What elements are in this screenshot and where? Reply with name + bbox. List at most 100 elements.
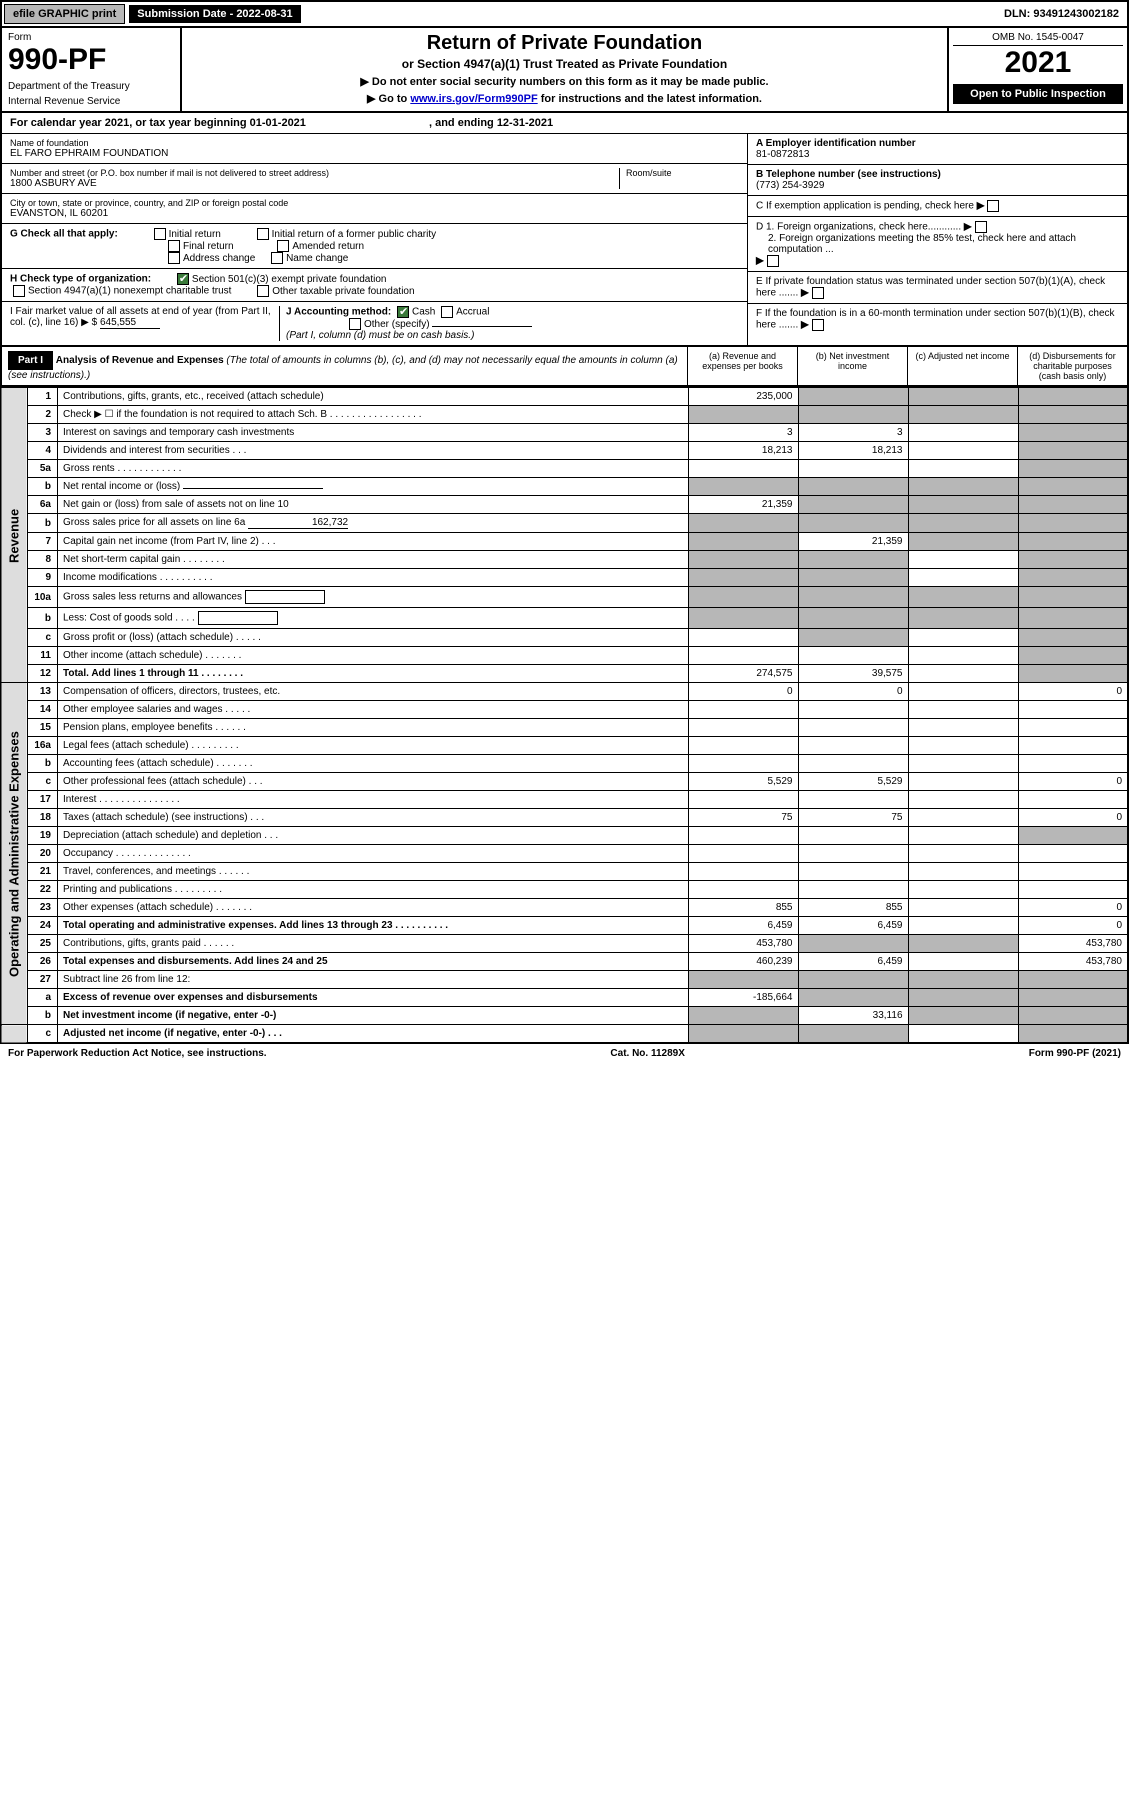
dept-label: Department of the Treasury <box>8 81 174 92</box>
row-label: Gross rents . . . . . . . . . . . . <box>58 460 689 478</box>
cell-a <box>688 608 798 629</box>
footer-left: For Paperwork Reduction Act Notice, see … <box>8 1048 267 1059</box>
table-row: 15Pension plans, employee benefits . . .… <box>1 719 1128 737</box>
accrual-checkbox[interactable] <box>441 306 453 318</box>
cell-c <box>908 1025 1018 1044</box>
row-label: Gross sales less returns and allowances <box>63 592 242 603</box>
cell-c <box>908 551 1018 569</box>
row-label: Depreciation (attach schedule) and deple… <box>58 827 689 845</box>
f-label: F If the foundation is in a 60-month ter… <box>756 308 1115 331</box>
cell-b: 18,213 <box>798 442 908 460</box>
cell-b: 75 <box>798 809 908 827</box>
other-method-checkbox[interactable] <box>349 318 361 330</box>
row-label: Occupancy . . . . . . . . . . . . . . <box>58 845 689 863</box>
row-num: b <box>28 478 58 496</box>
form-label: Form <box>8 32 174 43</box>
row-label: Net rental income or (loss) <box>63 481 183 492</box>
other-taxable-checkbox[interactable] <box>257 285 269 297</box>
foundation-name: EL FARO EPHRAIM FOUNDATION <box>10 148 739 159</box>
ein-value: 81-0872813 <box>756 149 809 160</box>
table-row: 25Contributions, gifts, grants paid . . … <box>1 935 1128 953</box>
cell-b <box>798 971 908 989</box>
foundation-name-cell: Name of foundation EL FARO EPHRAIM FOUND… <box>2 134 747 164</box>
e-checkbox[interactable] <box>812 287 824 299</box>
form-header-center: Return of Private Foundation or Section … <box>182 28 947 111</box>
other-method-field[interactable] <box>432 326 532 327</box>
note2-prefix: ▶ Go to <box>367 93 410 105</box>
cell-a: 855 <box>688 899 798 917</box>
table-row: 17Interest . . . . . . . . . . . . . . . <box>1 791 1128 809</box>
initial-return-checkbox[interactable] <box>154 228 166 240</box>
phone-value: (773) 254-3929 <box>756 180 824 191</box>
table-row: 19Depreciation (attach schedule) and dep… <box>1 827 1128 845</box>
cell-c <box>908 478 1018 496</box>
inline-box[interactable] <box>198 611 278 625</box>
row-num: b <box>28 608 58 629</box>
cell-c <box>908 460 1018 478</box>
row-label: Gross profit or (loss) (attach schedule)… <box>58 629 689 647</box>
e-cell: E If private foundation status was termi… <box>748 272 1127 304</box>
s501-label: Section 501(c)(3) exempt private foundat… <box>192 274 387 285</box>
cell-b <box>798 719 908 737</box>
final-return-label: Final return <box>183 241 234 252</box>
cell-d: 453,780 <box>1018 935 1128 953</box>
row-label: Travel, conferences, and meetings . . . … <box>58 863 689 881</box>
name-change-checkbox[interactable] <box>271 252 283 264</box>
omb-label: OMB No. 1545-0047 <box>953 32 1123 46</box>
cell-a: 6,459 <box>688 917 798 935</box>
address-change-checkbox[interactable] <box>168 252 180 264</box>
cell-d: 0 <box>1018 773 1128 791</box>
cash-label: Cash <box>412 307 435 318</box>
part1-table: Revenue 1Contributions, gifts, grants, e… <box>0 387 1129 1044</box>
row-label: Total operating and administrative expen… <box>58 917 689 935</box>
cell-a: -185,664 <box>688 989 798 1007</box>
cell-b: 0 <box>798 683 908 701</box>
efile-print-button[interactable]: efile GRAPHIC print <box>4 4 125 24</box>
f-checkbox[interactable] <box>812 319 824 331</box>
cell-d <box>1018 442 1128 460</box>
cell-d <box>1018 514 1128 533</box>
d1-checkbox[interactable] <box>975 221 987 233</box>
row-num: 24 <box>28 917 58 935</box>
row-num: c <box>28 773 58 791</box>
table-row: 23Other expenses (attach schedule) . . .… <box>1 899 1128 917</box>
s4947-label: Section 4947(a)(1) nonexempt charitable … <box>28 286 231 297</box>
cell-a: 5,529 <box>688 773 798 791</box>
cell-b <box>798 608 908 629</box>
d2-checkbox[interactable] <box>767 255 779 267</box>
s501-checkbox[interactable] <box>177 273 189 285</box>
cell-d <box>1018 629 1128 647</box>
phone-label: B Telephone number (see instructions) <box>756 169 941 180</box>
footer-mid: Cat. No. 11289X <box>610 1048 684 1059</box>
cell-a: 0 <box>688 683 798 701</box>
table-row: bAccounting fees (attach schedule) . . .… <box>1 755 1128 773</box>
cell-a: 453,780 <box>688 935 798 953</box>
cell-a: 3 <box>688 424 798 442</box>
final-return-checkbox[interactable] <box>168 240 180 252</box>
cell-a <box>688 478 798 496</box>
inline-field[interactable] <box>183 488 323 489</box>
table-row: 4Dividends and interest from securities … <box>1 442 1128 460</box>
irs-link[interactable]: www.irs.gov/Form990PF <box>410 93 537 105</box>
cell-d <box>1018 989 1128 1007</box>
inline-box[interactable] <box>245 590 325 604</box>
initial-former-checkbox[interactable] <box>257 228 269 240</box>
empty-side <box>1 1025 28 1044</box>
part1-title: Analysis of Revenue and Expenses <box>56 355 224 366</box>
s4947-checkbox[interactable] <box>13 285 25 297</box>
amended-return-checkbox[interactable] <box>277 240 289 252</box>
row-num: c <box>28 1025 58 1044</box>
row-label: Total expenses and disbursements. Add li… <box>58 953 689 971</box>
row-num: 4 <box>28 442 58 460</box>
cash-checkbox[interactable] <box>397 306 409 318</box>
cell-b: 21,359 <box>798 533 908 551</box>
row-num: 18 <box>28 809 58 827</box>
row-label: Net short-term capital gain . . . . . . … <box>58 551 689 569</box>
cell-b <box>798 845 908 863</box>
c-checkbox[interactable] <box>987 200 999 212</box>
cell-c <box>908 809 1018 827</box>
d1-label: D 1. Foreign organizations, check here..… <box>756 222 961 233</box>
cell-c <box>908 791 1018 809</box>
cell-d <box>1018 533 1128 551</box>
table-row: cGross profit or (loss) (attach schedule… <box>1 629 1128 647</box>
